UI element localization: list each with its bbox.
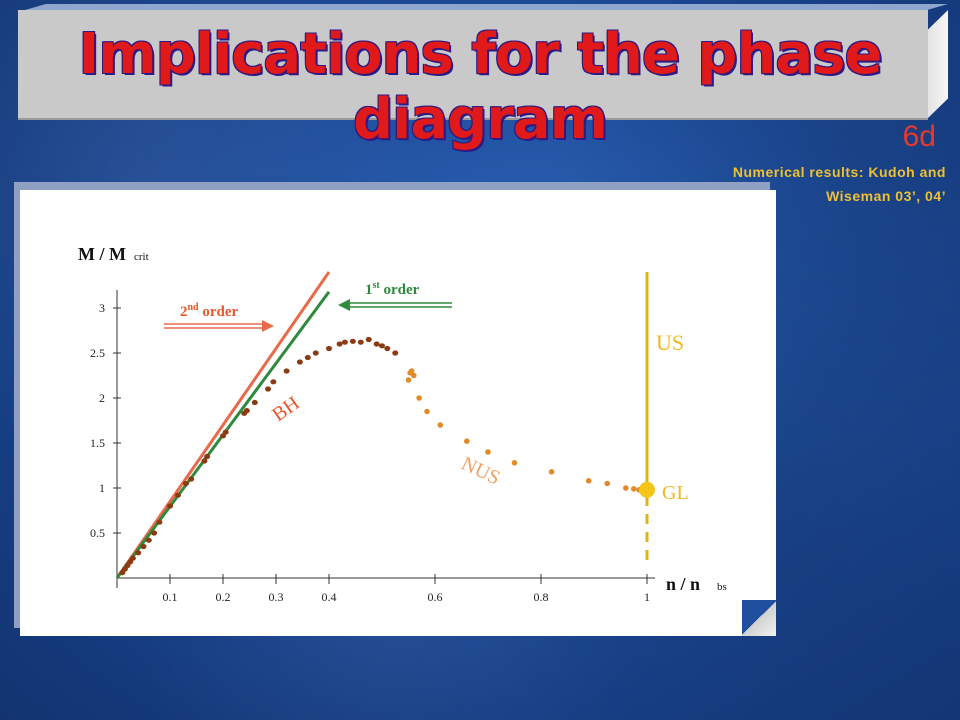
first-order-number: 1 xyxy=(365,282,373,298)
nus-point xyxy=(405,377,412,383)
y-tick-label: 1.5 xyxy=(90,436,105,450)
page-curl xyxy=(742,600,776,636)
y-axis-label-subscript: crit xyxy=(134,251,149,263)
x-axis-label: n / n xyxy=(666,574,700,594)
bh-point xyxy=(349,338,356,344)
title-banner-side xyxy=(928,10,948,118)
second-order-line xyxy=(115,271,331,579)
slide-number: 6d xyxy=(902,120,936,153)
bh-point xyxy=(304,354,311,361)
nus-point xyxy=(437,422,444,428)
bh-point xyxy=(283,368,290,374)
bh-point xyxy=(336,341,343,347)
bh-label: BH xyxy=(268,392,303,426)
nus-point xyxy=(548,469,555,475)
title-banner-top xyxy=(18,4,948,12)
reference-note: Numerical results: Kudoh and Wiseman 03’… xyxy=(666,160,946,208)
bh-point xyxy=(357,339,364,345)
bh-point xyxy=(174,492,181,498)
bh-point xyxy=(392,350,399,356)
bh-point xyxy=(140,543,147,550)
bh-point xyxy=(156,519,163,525)
nus-point xyxy=(424,408,430,415)
bh-point xyxy=(243,408,250,414)
chart-card: 0.1 0.2 0.3 0.4 0.6 0.8 1 0.5 1 1.5 2 2.5 3 M / M crit… xyxy=(20,190,776,636)
bh-point xyxy=(135,550,142,556)
bh-point xyxy=(188,476,195,482)
bh-point xyxy=(167,503,173,509)
y-tick-label: 3 xyxy=(99,301,105,315)
bh-point xyxy=(204,453,211,460)
second-order-word: order xyxy=(199,304,239,320)
nus-point xyxy=(511,460,518,466)
bh-point xyxy=(379,343,385,349)
bh-point xyxy=(251,399,258,406)
bh-point xyxy=(222,429,229,435)
bh-point xyxy=(270,379,277,385)
first-order-word: order xyxy=(380,282,420,298)
reference-line-1: Numerical results: Kudoh and xyxy=(732,164,946,180)
nus-point xyxy=(416,395,422,401)
x-tick-label: 0.4 xyxy=(322,590,337,604)
gl-point xyxy=(639,481,655,498)
first-order-label: 1st order xyxy=(365,280,420,298)
bh-point xyxy=(326,345,332,352)
y-tick-label: 0.5 xyxy=(90,526,105,540)
second-order-superscript: nd xyxy=(188,302,200,313)
x-tick-label: 1 xyxy=(644,590,650,604)
slide-title: Implications for the phase diagram xyxy=(78,22,883,152)
bh-point xyxy=(201,458,208,464)
nus-point xyxy=(630,486,637,492)
reference-line-2: Wiseman 03’, 04’ xyxy=(826,188,946,204)
second-order-arrowhead xyxy=(262,320,274,332)
nus-point xyxy=(411,372,417,379)
first-order-arrowhead xyxy=(338,299,350,311)
y-tick-label: 2 xyxy=(99,391,105,405)
bh-point xyxy=(373,341,380,347)
chart-points xyxy=(119,336,655,576)
x-tick-label: 0.8 xyxy=(534,590,549,604)
bh-point xyxy=(365,336,372,343)
second-order-label: 2nd order xyxy=(180,302,239,320)
y-tick-label: 1 xyxy=(99,481,105,495)
bh-point xyxy=(145,537,152,543)
nus-point xyxy=(485,449,491,455)
bh-point xyxy=(296,359,303,365)
x-tick-label: 0.6 xyxy=(428,590,443,604)
y-tick-label: 2.5 xyxy=(90,346,105,360)
first-order-superscript: st xyxy=(373,280,381,291)
x-tick-label: 0.2 xyxy=(216,590,231,604)
x-tick-label: 0.3 xyxy=(269,590,284,604)
bh-point xyxy=(384,345,391,352)
nus-point xyxy=(464,438,470,444)
bh-point xyxy=(341,339,348,345)
us-label: US xyxy=(656,330,684,355)
bh-point xyxy=(182,480,189,487)
second-order-number: 2 xyxy=(180,304,188,320)
x-tick-label: 0.1 xyxy=(163,590,178,604)
axes: 0.1 0.2 0.3 0.4 0.6 0.8 1 0.5 1 1.5 2 2.5 3 M / M crit… xyxy=(78,244,727,604)
chart-lines xyxy=(115,271,649,579)
x-axis-label-subscript: bs xyxy=(717,581,727,593)
nus-point xyxy=(408,368,415,374)
title-banner xyxy=(18,10,928,118)
y-axis-label: M / M xyxy=(78,244,126,264)
bh-point xyxy=(129,555,136,561)
nus-point xyxy=(604,480,611,487)
bh-point xyxy=(265,386,272,392)
nus-point xyxy=(585,478,592,484)
bh-point xyxy=(151,530,158,536)
gl-label: GL xyxy=(662,482,689,504)
bh-point xyxy=(312,350,319,356)
nus-point xyxy=(623,485,629,491)
phase-diagram-chart: 0.1 0.2 0.3 0.4 0.6 0.8 1 0.5 1 1.5 2 2.5 3 M / M crit… xyxy=(78,244,727,604)
nus-label: NUS xyxy=(458,453,504,490)
